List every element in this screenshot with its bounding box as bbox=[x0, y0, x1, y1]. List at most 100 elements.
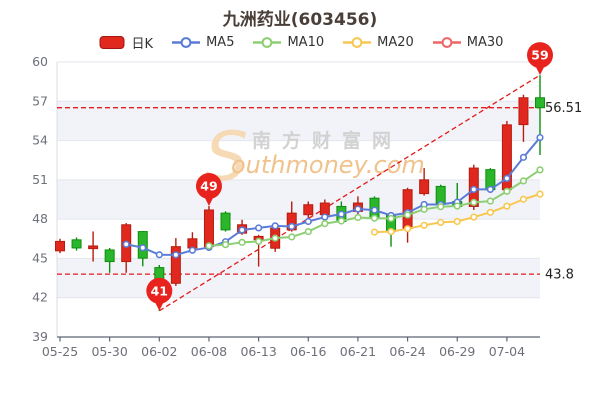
ma20-marker bbox=[470, 213, 478, 221]
ma5-marker bbox=[470, 185, 478, 194]
ma5-marker bbox=[271, 222, 279, 230]
ma10-marker bbox=[387, 214, 395, 223]
ma5-marker bbox=[486, 185, 494, 194]
ma5-marker bbox=[536, 133, 544, 142]
candle-05-27[interactable] bbox=[88, 231, 99, 262]
x-axis-label: 06-29 bbox=[439, 344, 475, 359]
ma10-marker bbox=[486, 197, 494, 205]
candle-05-26[interactable] bbox=[71, 237, 82, 251]
legend-label: MA30 bbox=[466, 35, 504, 50]
trend-line bbox=[158, 74, 541, 312]
ma10-marker bbox=[321, 219, 329, 228]
candle-body bbox=[402, 189, 413, 229]
x-axis-label: 06-21 bbox=[340, 344, 376, 359]
candle-body bbox=[319, 202, 330, 216]
candle-07-04[interactable] bbox=[501, 120, 512, 193]
ma10-marker bbox=[304, 227, 312, 236]
pin-balloon bbox=[146, 277, 173, 304]
candle-body bbox=[71, 239, 82, 249]
ma10-marker bbox=[370, 214, 379, 222]
ma20-marker bbox=[453, 217, 461, 226]
watermark-en: outhmoney.com bbox=[231, 151, 425, 179]
annotation-pin-49[interactable]: 49 bbox=[195, 173, 222, 207]
legend-label: MA10 bbox=[287, 35, 325, 50]
legend-label: 日K bbox=[131, 37, 154, 52]
ma10-marker bbox=[354, 213, 362, 222]
legend: 日K MA5 MA10 MA20 MA30 bbox=[0, 33, 600, 52]
ma5-marker bbox=[238, 226, 246, 234]
ma5-marker bbox=[155, 251, 163, 259]
ma20-marker bbox=[536, 190, 544, 198]
ma10-marker bbox=[503, 187, 511, 195]
pin-label: 59 bbox=[531, 48, 548, 63]
ref-label-56.51: 56.51 bbox=[545, 101, 582, 116]
plot-band bbox=[57, 258, 540, 298]
x-axis-label: 06-08 bbox=[191, 344, 227, 359]
candle-body bbox=[220, 212, 231, 231]
candle-07-05[interactable] bbox=[518, 94, 529, 142]
ma5-marker bbox=[255, 224, 263, 232]
watermark-cn: 南方财富网 bbox=[252, 129, 402, 152]
ma5-marker bbox=[519, 153, 528, 161]
ma10-marker bbox=[420, 205, 428, 213]
candle-body bbox=[187, 238, 198, 249]
x-axis-label: 07-04 bbox=[489, 344, 525, 359]
annotation-pin-min[interactable]: 41 bbox=[146, 277, 173, 311]
legend-item-ma20[interactable]: MA20 bbox=[342, 35, 414, 50]
y-axis-label: 48 bbox=[32, 211, 48, 226]
annotation-pin-max[interactable]: 59 bbox=[527, 42, 553, 76]
pin-label: 49 bbox=[200, 179, 217, 194]
candle-07-06[interactable] bbox=[535, 75, 545, 155]
ma10-marker bbox=[337, 217, 345, 225]
legend-item-ma10[interactable]: MA10 bbox=[252, 35, 324, 50]
pin-label: 41 bbox=[151, 283, 168, 298]
y-axis-label: 42 bbox=[32, 290, 48, 305]
legend-label: MA5 bbox=[206, 35, 235, 50]
x-axis-label: 06-13 bbox=[240, 344, 276, 359]
ma10-marker bbox=[271, 234, 279, 242]
ma10-marker bbox=[470, 198, 478, 206]
candle-body bbox=[203, 209, 214, 248]
daily-k-swatch-icon bbox=[99, 36, 125, 49]
legend-item-ma30[interactable]: MA30 bbox=[432, 35, 504, 50]
ma20-marker bbox=[420, 221, 428, 229]
y-axis-label: 54 bbox=[32, 133, 48, 148]
candle-05-25[interactable] bbox=[55, 238, 65, 254]
ma10-marker bbox=[221, 241, 230, 249]
ma5-marker bbox=[288, 222, 296, 231]
ma10-marker bbox=[403, 211, 412, 219]
candle-body bbox=[55, 240, 65, 252]
x-axis-label: 06-24 bbox=[389, 344, 425, 359]
ma-line-marker-icon bbox=[343, 37, 372, 48]
candle-body bbox=[518, 97, 529, 126]
ma20-marker bbox=[519, 195, 528, 203]
y-axis-label: 39 bbox=[32, 329, 48, 344]
x-axis-label: 06-02 bbox=[141, 344, 177, 359]
legend-item-日k[interactable]: 日K bbox=[97, 33, 154, 52]
candle-06-06[interactable] bbox=[170, 238, 181, 286]
ma5-marker bbox=[337, 210, 345, 218]
pin-balloon bbox=[527, 42, 553, 69]
chart-title: 九洲药业(603456) bbox=[222, 10, 378, 30]
candle-body bbox=[419, 179, 430, 195]
ma5-marker bbox=[139, 244, 147, 252]
ma20-marker bbox=[503, 202, 511, 210]
candle-05-30[interactable] bbox=[104, 247, 115, 273]
plot-band bbox=[57, 179, 540, 220]
x-axis-label: 05-25 bbox=[42, 344, 78, 359]
legend-item-ma5[interactable]: MA5 bbox=[171, 35, 234, 50]
candle-06-09[interactable] bbox=[220, 211, 231, 232]
candle-06-16[interactable] bbox=[303, 201, 314, 218]
ma5-marker bbox=[370, 206, 379, 214]
candle-body bbox=[104, 249, 115, 263]
candle-body bbox=[303, 204, 314, 216]
ma20-marker bbox=[387, 227, 395, 236]
pin-balloon bbox=[195, 173, 222, 200]
y-axis-label: 57 bbox=[32, 93, 48, 108]
candle-06-27[interactable] bbox=[419, 168, 430, 196]
ma20-marker bbox=[437, 218, 445, 227]
ma5-marker bbox=[354, 205, 362, 213]
ma5-marker bbox=[122, 240, 130, 248]
